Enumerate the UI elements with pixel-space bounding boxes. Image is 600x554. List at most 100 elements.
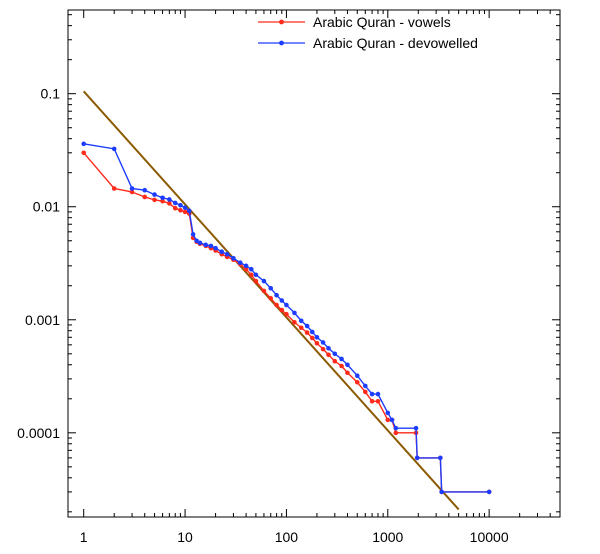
- series-1-point: [197, 240, 203, 246]
- series-0-point: [354, 379, 360, 385]
- series-0-point: [320, 346, 326, 352]
- legend: Arabic Quran - vowels Arabic Quran - dev…: [258, 14, 478, 51]
- series-1-point: [304, 323, 310, 329]
- series-0-point: [142, 194, 148, 200]
- series-1-point: [375, 391, 381, 397]
- axis-ticks: 1 10 100 1000 10000 0.1 0.01 0.001 0.0001: [17, 10, 561, 545]
- series-1-point: [111, 146, 117, 152]
- series-0-point: [314, 340, 320, 346]
- series-0-point: [167, 201, 172, 206]
- series-1-point: [208, 243, 214, 249]
- series-1-point: [486, 489, 492, 495]
- series-1-point: [326, 345, 331, 351]
- series-1-point: [248, 266, 254, 272]
- series-0-point: [375, 399, 381, 404]
- series-1-point: [81, 141, 86, 147]
- series-0-point: [243, 266, 249, 272]
- series-0-point: [182, 209, 188, 215]
- x-tick-label: 100: [275, 529, 299, 545]
- series-1-point: [190, 232, 196, 237]
- series-1-point: [438, 455, 443, 461]
- series-1-point: [414, 455, 420, 461]
- x-tick-label: 1000: [372, 529, 403, 545]
- series-1-point: [298, 318, 304, 324]
- series-1-point: [369, 391, 375, 397]
- y-tick-label: 0.1: [41, 86, 61, 102]
- y-tick-label: 0.001: [25, 312, 60, 328]
- series-1-point: [345, 362, 350, 368]
- series-0-point: [81, 150, 86, 156]
- series-1-point: [243, 263, 249, 269]
- series-1-point: [268, 285, 274, 291]
- y-tick-label: 0.0001: [17, 425, 60, 441]
- series-0-point: [393, 430, 399, 436]
- series-1-point: [224, 251, 230, 257]
- series-1-point: [129, 186, 135, 191]
- series-0-point: [129, 189, 135, 195]
- series-0-point: [279, 307, 285, 313]
- series-1-point: [310, 329, 315, 335]
- series-1-point: [393, 425, 399, 431]
- series-0-point: [248, 272, 254, 278]
- series-0-point: [332, 358, 338, 364]
- series-1-point: [237, 260, 243, 265]
- series-1-point: [186, 208, 192, 214]
- series-1-point: [213, 245, 218, 251]
- series-1-point: [219, 249, 225, 255]
- series-1-point: [172, 200, 178, 206]
- series-1-point: [385, 410, 391, 416]
- legend-label-devowelled: Arabic Quran - devowelled: [313, 35, 478, 51]
- series-1-point: [284, 302, 289, 308]
- series-1-point: [292, 310, 297, 316]
- series-0-point: [178, 208, 183, 213]
- series-line-0: [83, 152, 490, 493]
- legend-marker-devowelled: [279, 40, 284, 46]
- series-0-point: [284, 311, 289, 317]
- series-0-point: [292, 319, 297, 325]
- series-1-point: [279, 298, 285, 303]
- series-0-point: [160, 198, 165, 204]
- series-0-point: [274, 302, 279, 308]
- legend-marker-vowels: [279, 19, 284, 25]
- series-1-point: [160, 195, 165, 201]
- series-1-point: [274, 292, 279, 298]
- series-1-point: [363, 383, 368, 389]
- series-0-point: [172, 205, 178, 211]
- series-1-point: [203, 242, 209, 248]
- series-0-point: [268, 295, 274, 301]
- series-0-point: [363, 389, 368, 395]
- series-0-point: [261, 288, 267, 294]
- x-tick-label: 10: [177, 529, 193, 545]
- series-1-point: [413, 425, 419, 431]
- series-1-point: [231, 255, 236, 261]
- series-1-point: [182, 205, 188, 211]
- series-layer: [81, 90, 492, 511]
- series-0-point: [304, 330, 310, 335]
- series-0-point: [298, 325, 304, 331]
- series-1-point: [332, 351, 338, 357]
- series-1-point: [253, 272, 259, 278]
- series-0-point: [345, 370, 350, 376]
- series-0-point: [385, 417, 391, 423]
- series-1-point: [339, 356, 344, 362]
- series-1-point: [178, 202, 183, 208]
- series-1-point: [167, 197, 172, 202]
- x-tick-label: 10000: [470, 529, 509, 545]
- series-1-point: [389, 417, 395, 423]
- series-0-point: [339, 363, 344, 369]
- series-1-point: [320, 340, 326, 345]
- legend-label-vowels: Arabic Quran - vowels: [313, 14, 451, 30]
- x-tick-label: 1: [80, 529, 88, 545]
- y-tick-label: 0.01: [33, 199, 60, 215]
- series-1-point: [261, 278, 267, 284]
- series-0-point: [326, 352, 331, 358]
- series-0-point: [152, 197, 157, 203]
- series-1-point: [354, 373, 360, 379]
- series-1-point: [142, 187, 148, 193]
- series-0-point: [253, 278, 259, 284]
- series-0-point: [310, 335, 315, 341]
- series-1-point: [314, 334, 320, 340]
- series-0-point: [369, 399, 375, 404]
- series-0-point: [111, 186, 117, 191]
